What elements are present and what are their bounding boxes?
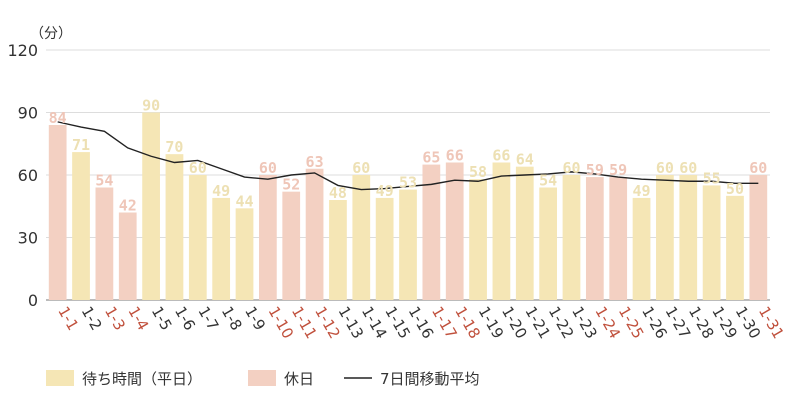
weekday-bar: [352, 175, 371, 300]
bar-value-label: 44: [235, 192, 253, 210]
y-tick-label: 60: [18, 166, 38, 185]
bar-value-label: 49: [376, 182, 394, 200]
bar-value-label: 52: [282, 176, 300, 194]
bar-value-label: 54: [95, 172, 113, 190]
holiday-bar: [118, 212, 137, 300]
weekday-bar: [375, 197, 394, 300]
weekday-bar: [142, 112, 160, 300]
bar-value-label: 42: [119, 197, 137, 215]
x-tick-label: 1-9: [241, 303, 269, 333]
bar-value-label: 48: [329, 184, 347, 202]
bar-value-label: 90: [142, 97, 160, 115]
weekday-bar: [212, 197, 231, 300]
holiday-bar: [445, 162, 464, 300]
x-tick-label: 1-4: [124, 303, 152, 333]
bar-value-label: 50: [726, 180, 744, 198]
bar-value-label: 70: [165, 138, 183, 156]
holiday-bar: [282, 191, 301, 300]
weekday-bar: [329, 200, 347, 300]
y-tick-label: 120: [7, 41, 38, 60]
bar-value-label: 60: [352, 159, 370, 177]
y-axis-unit-label: （分）: [30, 26, 72, 42]
holiday-bar: [48, 125, 67, 300]
weekday-bar: [679, 175, 698, 300]
bar-value-label: 60: [189, 159, 207, 177]
holiday-bar: [585, 177, 604, 300]
bar-value-label: 66: [492, 147, 510, 165]
bar-value-label: 64: [516, 151, 534, 169]
weekday-bar: [72, 152, 90, 300]
weekday-bar: [515, 166, 534, 300]
legend-label-weekday: 待ち時間（平日）: [82, 370, 202, 388]
y-axis-ticks: 0 30 60 90 120: [7, 41, 38, 310]
bar-value-label: 60: [749, 159, 767, 177]
bar-value-label: 84: [49, 109, 67, 127]
weekday-bar: [539, 187, 558, 300]
weekday-bar: [188, 175, 207, 300]
holiday-bar: [749, 175, 768, 300]
x-tick-label: 1-7: [194, 303, 222, 333]
x-tick-label: 1-1: [54, 303, 82, 333]
weekday-bar: [702, 185, 721, 300]
x-tick-label: 1-6: [171, 303, 199, 333]
x-tick-label: 1-8: [218, 303, 246, 333]
weekday-bar: [632, 197, 651, 300]
weekday-bar: [492, 162, 511, 300]
holiday-bar: [258, 175, 277, 300]
weekday-bar: [726, 195, 744, 300]
holiday-bar: [95, 187, 114, 300]
y-tick-label: 30: [18, 229, 38, 248]
legend: 待ち時間（平日） 休日 7日間移動平均: [46, 370, 480, 388]
weekday-bar: [656, 175, 674, 300]
weekday-bar: [235, 208, 254, 300]
bar-value-label: 58: [469, 163, 487, 181]
x-tick-label: 1-5: [148, 303, 176, 333]
bar-value-label: 60: [259, 159, 277, 177]
legend-label-holiday: 休日: [284, 370, 314, 388]
bar-value-label: 54: [539, 172, 557, 190]
moving-average-line: [57, 121, 759, 191]
bar-value-label: 65: [422, 149, 440, 167]
holiday-bar: [305, 168, 324, 300]
bar-value-label: 59: [609, 161, 627, 179]
bar-value-label: 55: [703, 169, 721, 187]
moving-average: [57, 121, 759, 191]
x-tick-label: 1-31: [755, 303, 788, 341]
holiday-bar: [609, 177, 628, 300]
weekday-bar: [562, 175, 581, 300]
weekday-bar: [469, 179, 487, 300]
bar-value-label: 49: [212, 182, 230, 200]
bar-value-label: 59: [586, 161, 604, 179]
bar-value-label: 60: [679, 159, 697, 177]
bar-value-label: 71: [72, 136, 90, 154]
weekday-bar: [165, 154, 184, 300]
data-labels: 84 71 54 42 90 70 60 49 44 60 52 63 48 60 49 53 65 66 58 66…: [49, 97, 768, 215]
bar-value-label: 63: [306, 153, 324, 171]
bar-value-label: 60: [656, 159, 674, 177]
legend-swatch-holiday: [248, 370, 276, 386]
bars: [48, 112, 768, 300]
y-tick-label: 0: [28, 291, 38, 310]
x-axis-ticks: 1-11-21-31-41-51-61-71-81-91-101-111-121…: [54, 303, 787, 341]
bar-value-label: 49: [633, 182, 651, 200]
x-tick-label: 1-2: [78, 303, 106, 333]
weekday-bar: [399, 189, 417, 300]
legend-swatch-weekday: [46, 370, 74, 386]
bar-value-label: 53: [399, 174, 417, 192]
bar-value-label: 60: [562, 159, 580, 177]
x-tick-label: 1-3: [101, 303, 129, 333]
y-tick-label: 90: [18, 104, 38, 123]
legend-label-moving-average: 7日間移動平均: [380, 370, 480, 388]
holiday-bar: [422, 164, 441, 300]
bar-value-label: 66: [446, 147, 464, 165]
